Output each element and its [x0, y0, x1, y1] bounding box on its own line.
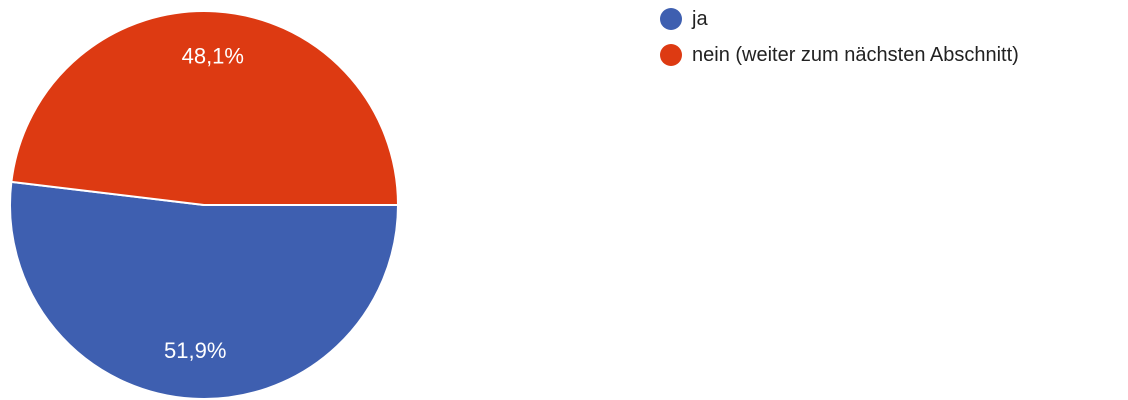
legend-item-ja: ja [660, 8, 1019, 30]
legend-label-ja: ja [692, 7, 708, 30]
legend: ja nein (weiter zum nächsten Abschnitt) [660, 8, 1019, 80]
legend-item-nein: nein (weiter zum nächsten Abschnitt) [660, 44, 1019, 66]
pie-slice-ja [9, 180, 400, 400]
legend-label-nein: nein (weiter zum nächsten Abschnitt) [692, 43, 1019, 66]
legend-swatch-nein [660, 44, 682, 66]
slice-label-ja: 51,9% [164, 338, 226, 363]
pie-slice-nein [10, 10, 400, 206]
legend-swatch-ja [660, 8, 682, 30]
pie-chart: 51,9% 48,1% [9, 10, 400, 400]
slice-label-nein: 48,1% [182, 44, 244, 69]
